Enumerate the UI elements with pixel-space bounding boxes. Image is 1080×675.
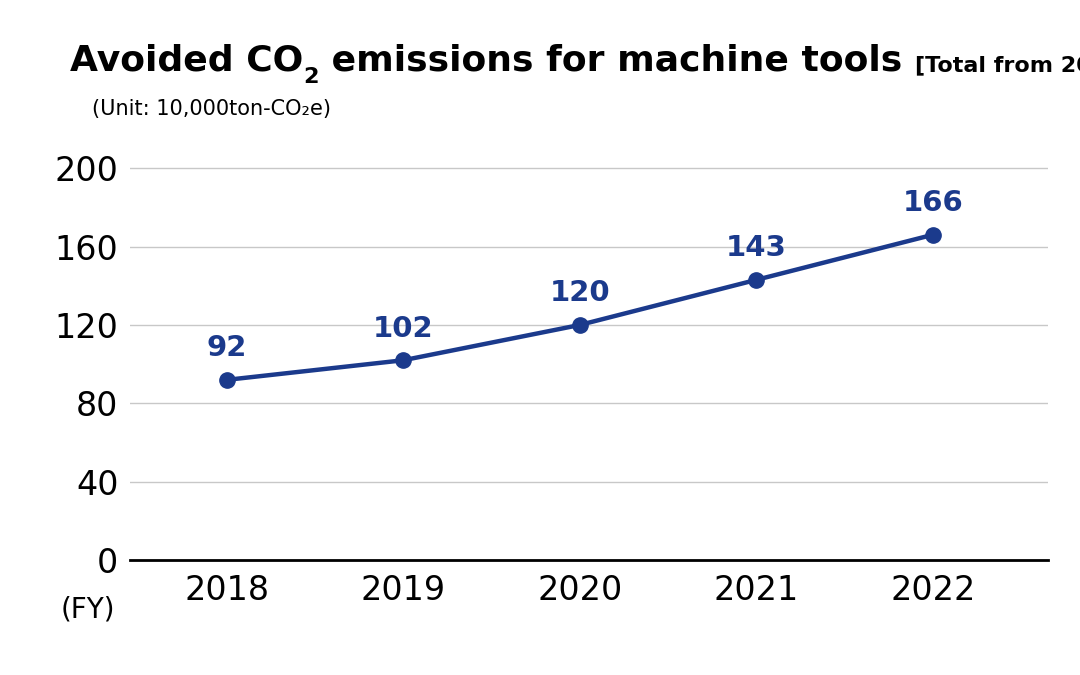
Text: (FY): (FY) <box>60 595 116 623</box>
Text: emissions for machine tools: emissions for machine tools <box>320 44 915 78</box>
Text: 92: 92 <box>206 334 247 362</box>
Text: 120: 120 <box>550 279 610 307</box>
Text: 143: 143 <box>726 234 786 262</box>
Text: [Total from 2018 to 2022]: [Total from 2018 to 2022] <box>915 55 1080 75</box>
Text: 2: 2 <box>303 67 320 87</box>
Text: (Unit: 10,000ton-CO₂e): (Unit: 10,000ton-CO₂e) <box>92 99 330 119</box>
Text: Avoided CO: Avoided CO <box>70 44 303 78</box>
Text: 102: 102 <box>373 315 433 343</box>
Text: 166: 166 <box>903 189 963 217</box>
